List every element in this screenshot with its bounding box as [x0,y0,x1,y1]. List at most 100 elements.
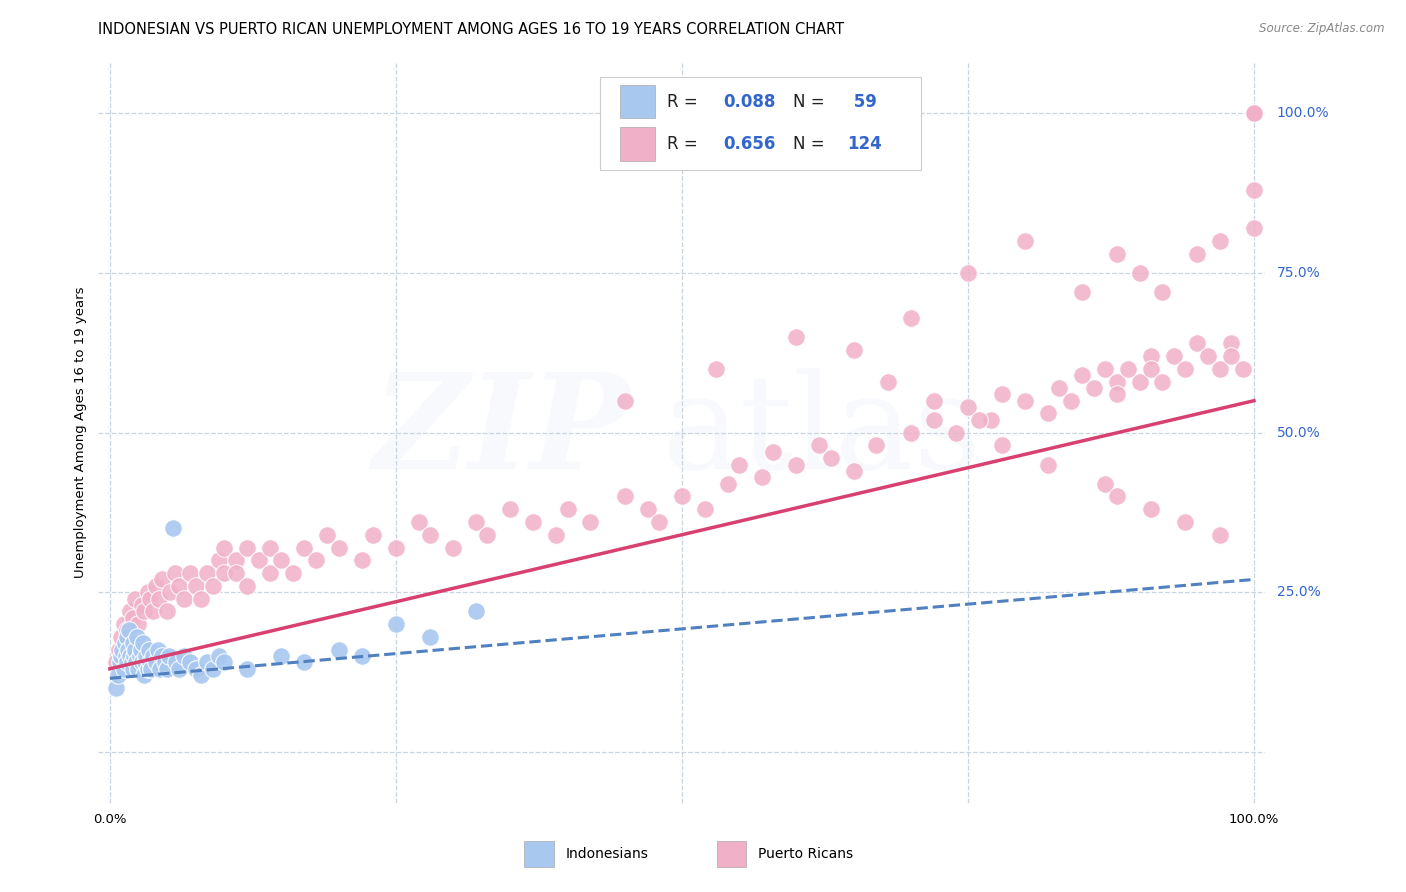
Point [1105,247,1128,261]
Point [1163,349,1185,363]
Point [408,515,430,529]
Point [1049,381,1071,395]
Point [179,566,201,580]
Point [195,566,218,580]
Point [751,470,773,484]
Point [236,662,259,676]
Point [1094,361,1116,376]
Text: 50.0%: 50.0% [1277,425,1320,440]
Point [477,527,499,541]
Point [1232,361,1254,376]
Point [1105,375,1128,389]
Point [1094,476,1116,491]
Point [145,579,167,593]
Point [139,656,162,670]
Point [842,343,865,357]
Point [134,604,156,618]
Point [127,617,149,632]
Point [637,502,659,516]
FancyBboxPatch shape [600,78,921,169]
Point [441,541,464,555]
Point [124,642,146,657]
Point [270,648,292,663]
Point [328,642,350,657]
Point [991,387,1014,401]
Point [1185,336,1208,351]
Point [1152,285,1174,300]
Point [142,648,165,663]
Text: Source: ZipAtlas.com: Source: ZipAtlas.com [1260,22,1385,36]
Point [122,648,145,663]
Y-axis label: Unemployment Among Ages 16 to 19 years: Unemployment Among Ages 16 to 19 years [75,287,87,578]
Point [980,413,1002,427]
Point [808,438,831,452]
Point [419,630,441,644]
Point [236,579,259,593]
Point [1014,234,1036,248]
Point [128,648,150,663]
Point [129,642,152,657]
Bar [524,841,554,867]
Point [1014,393,1036,408]
Point [152,573,174,587]
Point [108,642,131,657]
Point [110,648,132,663]
Point [1128,375,1150,389]
Point [131,598,153,612]
Point [671,490,693,504]
Point [1071,368,1094,383]
Point [1208,234,1230,248]
Point [544,527,567,541]
Point [190,591,212,606]
Point [152,648,174,663]
Bar [717,841,747,867]
Point [865,438,887,452]
Text: Puerto Ricans: Puerto Ricans [758,847,853,861]
Point [259,566,281,580]
Point [522,515,544,529]
Point [579,515,602,529]
Point [112,662,135,676]
Text: N =: N = [793,93,830,111]
Point [1140,361,1163,376]
Point [121,662,143,676]
Point [1220,349,1243,363]
Point [214,566,236,580]
Point [465,515,488,529]
Point [557,502,579,516]
Text: 0.088: 0.088 [723,93,775,111]
Point [118,624,141,638]
Point [613,393,636,408]
Point [165,566,187,580]
Point [1036,458,1059,472]
Text: R =: R = [666,135,703,153]
Text: atlas: atlas [662,368,983,497]
Point [328,541,350,555]
Point [1243,221,1265,235]
Point [136,585,159,599]
Text: INDONESIAN VS PUERTO RICAN UNEMPLOYMENT AMONG AGES 16 TO 19 YEARS CORRELATION CH: INDONESIAN VS PUERTO RICAN UNEMPLOYMENT … [98,22,845,37]
Point [142,604,165,618]
Point [214,656,236,670]
Point [613,490,636,504]
Text: Indonesians: Indonesians [565,847,648,861]
Point [184,662,207,676]
Text: 75.0%: 75.0% [1277,266,1320,280]
Point [1083,381,1105,395]
Point [1152,375,1174,389]
Point [693,502,716,516]
Point [728,458,751,472]
Point [124,591,146,606]
Point [148,591,170,606]
Point [120,648,142,663]
Point [1036,407,1059,421]
Point [149,662,172,676]
Point [270,553,292,567]
Point [156,604,179,618]
Text: 59: 59 [848,93,876,111]
Point [648,515,671,529]
Point [207,648,229,663]
Point [1116,361,1139,376]
Point [717,476,740,491]
Point [115,648,138,663]
